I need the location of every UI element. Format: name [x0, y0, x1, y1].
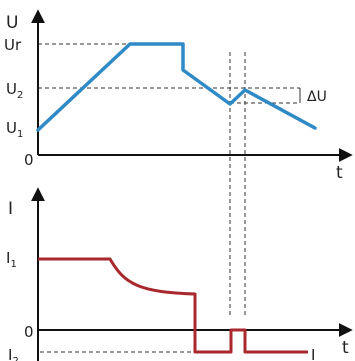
- voltage-origin-label: 0: [24, 151, 34, 169]
- current-panel: I I1 0 t I2 I: [6, 187, 353, 361]
- u1-subscript: 1: [17, 129, 23, 140]
- voltage-time-label: t: [336, 163, 343, 183]
- ur-label: Ur: [4, 36, 22, 54]
- current-time-label: t: [342, 338, 349, 358]
- i1-subscript: 1: [10, 259, 16, 270]
- current-curve: [38, 257, 308, 354]
- right-edge-label: I: [311, 346, 315, 361]
- u2-label: U2: [6, 80, 23, 101]
- voltage-axis-label: U: [6, 13, 18, 33]
- i2-label: I2: [8, 346, 19, 361]
- voltage-panel: U Ur U2 U1 ΔU 0 t: [4, 9, 353, 318]
- i2-subscript: 2: [12, 356, 18, 361]
- voltage-curve: [36, 42, 317, 132]
- delta-u-label: ΔU: [307, 89, 327, 105]
- i1-label: I1: [6, 249, 17, 270]
- u2-subscript: 2: [17, 90, 23, 101]
- current-origin-label: 0: [24, 323, 34, 341]
- current-axis-label: I: [8, 199, 13, 219]
- u1-label: U1: [6, 119, 23, 140]
